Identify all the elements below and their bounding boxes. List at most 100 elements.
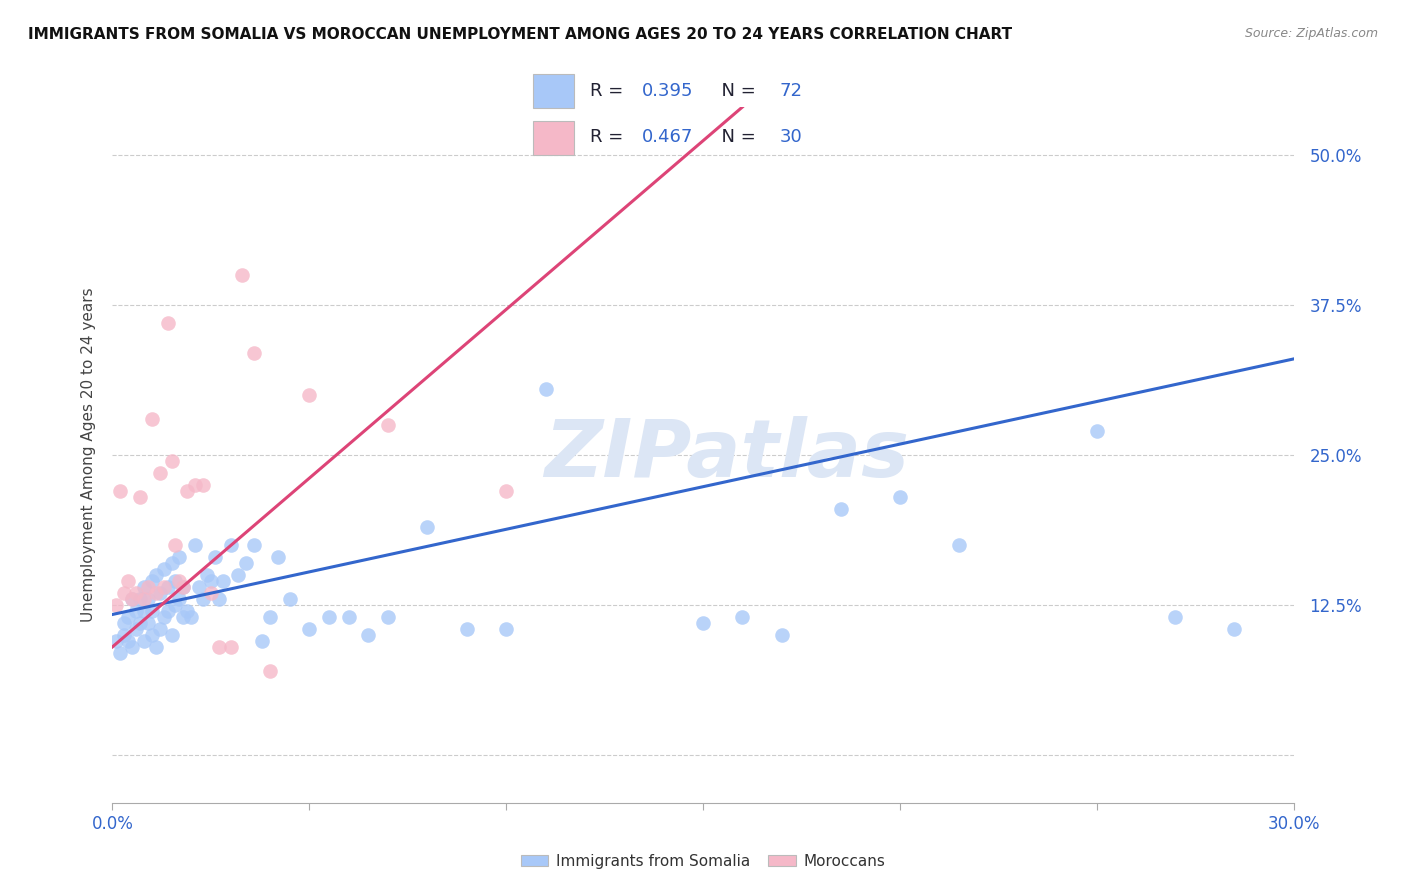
Text: 0.395: 0.395 xyxy=(643,82,693,100)
Point xyxy=(534,382,557,396)
Point xyxy=(456,622,478,636)
Text: N =: N = xyxy=(710,128,762,145)
Point xyxy=(191,591,214,606)
Point xyxy=(231,268,253,282)
Point xyxy=(830,502,852,516)
Point xyxy=(152,562,174,576)
Point xyxy=(132,580,155,594)
Point xyxy=(204,549,226,564)
Point xyxy=(337,610,360,624)
Point xyxy=(149,466,172,480)
Point xyxy=(416,520,439,534)
Point xyxy=(117,610,139,624)
Point xyxy=(156,604,179,618)
Point xyxy=(172,580,194,594)
Point xyxy=(259,664,281,678)
Point xyxy=(149,586,172,600)
Point xyxy=(141,412,163,426)
Point xyxy=(125,586,148,600)
Point xyxy=(141,628,163,642)
Point xyxy=(129,490,152,504)
Point xyxy=(250,633,273,648)
Point xyxy=(357,628,380,642)
Point xyxy=(200,574,222,588)
Point xyxy=(228,567,250,582)
Point xyxy=(145,567,167,582)
Text: R =: R = xyxy=(591,82,628,100)
Point xyxy=(141,574,163,588)
Point xyxy=(165,574,187,588)
Point xyxy=(129,615,152,630)
Text: R =: R = xyxy=(591,128,628,145)
Point xyxy=(160,556,183,570)
Point xyxy=(191,478,214,492)
Y-axis label: Unemployment Among Ages 20 to 24 years: Unemployment Among Ages 20 to 24 years xyxy=(80,287,96,623)
Point xyxy=(184,538,207,552)
FancyBboxPatch shape xyxy=(533,121,574,155)
Point xyxy=(219,640,242,654)
Point xyxy=(125,604,148,618)
Point xyxy=(318,610,340,624)
Point xyxy=(200,586,222,600)
Point xyxy=(136,591,159,606)
Point xyxy=(121,640,143,654)
Point xyxy=(495,483,517,498)
Text: Source: ZipAtlas.com: Source: ZipAtlas.com xyxy=(1244,27,1378,40)
Legend: Immigrants from Somalia, Moroccans: Immigrants from Somalia, Moroccans xyxy=(515,848,891,875)
Point xyxy=(243,346,266,360)
Text: IMMIGRANTS FROM SOMALIA VS MOROCCAN UNEMPLOYMENT AMONG AGES 20 TO 24 YEARS CORRE: IMMIGRANTS FROM SOMALIA VS MOROCCAN UNEM… xyxy=(28,27,1012,42)
Point xyxy=(243,538,266,552)
Point xyxy=(165,598,187,612)
FancyBboxPatch shape xyxy=(533,74,574,108)
Point xyxy=(172,580,194,594)
Point xyxy=(136,615,159,630)
Point xyxy=(132,633,155,648)
Point xyxy=(889,490,911,504)
Point xyxy=(278,591,301,606)
Point xyxy=(195,567,218,582)
Point xyxy=(132,604,155,618)
Point xyxy=(152,610,174,624)
Point xyxy=(105,633,128,648)
Point xyxy=(188,580,211,594)
Point xyxy=(259,610,281,624)
Text: N =: N = xyxy=(710,82,762,100)
Point xyxy=(112,615,135,630)
Point xyxy=(160,628,183,642)
Point xyxy=(267,549,290,564)
Point xyxy=(160,454,183,468)
Point xyxy=(110,646,132,660)
Point xyxy=(125,622,148,636)
Point xyxy=(169,591,191,606)
Point xyxy=(176,604,198,618)
Text: 30: 30 xyxy=(779,128,803,145)
Point xyxy=(141,604,163,618)
Point xyxy=(172,610,194,624)
Point xyxy=(211,574,233,588)
Point xyxy=(117,633,139,648)
Point xyxy=(235,556,257,570)
Point xyxy=(377,610,399,624)
Point xyxy=(149,622,172,636)
Point xyxy=(298,388,321,402)
Point xyxy=(121,591,143,606)
Point xyxy=(770,628,793,642)
Point xyxy=(145,640,167,654)
Point xyxy=(169,574,191,588)
Point xyxy=(180,610,202,624)
Point xyxy=(169,549,191,564)
Point xyxy=(1164,610,1187,624)
Point xyxy=(105,598,128,612)
Point xyxy=(117,574,139,588)
Point xyxy=(692,615,714,630)
Point xyxy=(176,483,198,498)
Point xyxy=(129,591,152,606)
Point xyxy=(208,640,231,654)
Text: ZIPatlas: ZIPatlas xyxy=(544,416,910,494)
Point xyxy=(731,610,754,624)
Point xyxy=(377,417,399,432)
Point xyxy=(132,591,155,606)
Point xyxy=(184,478,207,492)
Point xyxy=(495,622,517,636)
Text: 0.467: 0.467 xyxy=(643,128,693,145)
